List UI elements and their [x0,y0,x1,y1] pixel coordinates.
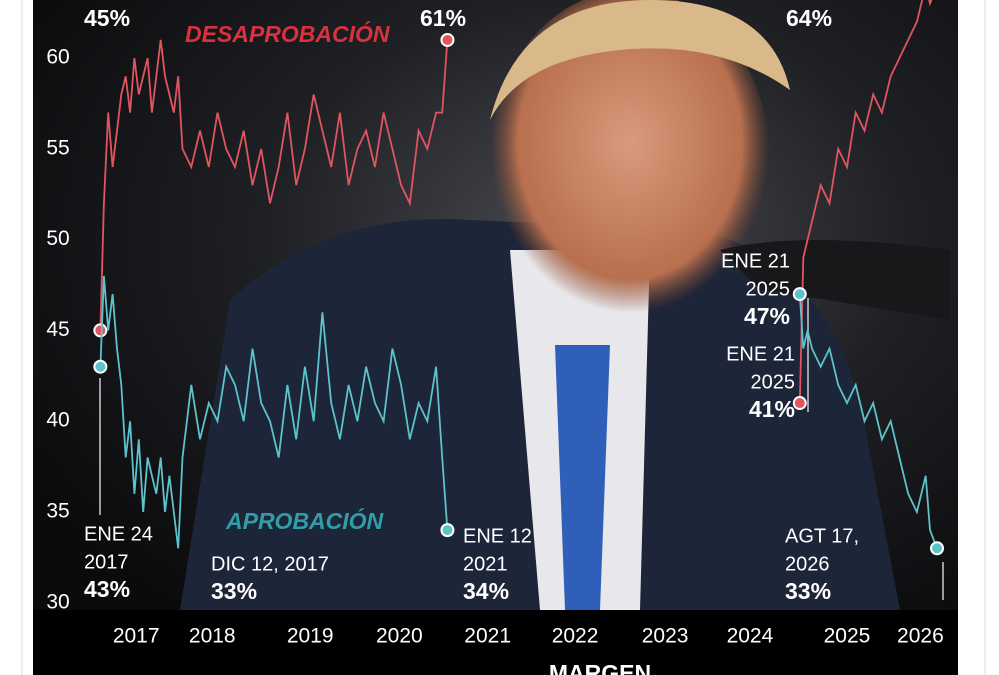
annotation-text: 2026 [785,553,830,575]
x-tick-label: 2026 [897,625,944,648]
x-tick-label: 2019 [287,625,334,648]
annotation-value: 47% [744,303,790,329]
end-dot [440,523,455,538]
x-tick-label: 2020 [376,625,423,648]
x-tick-label: 2017 [113,625,160,648]
y-tick-label: 50 [46,227,69,250]
end-dot [930,541,945,556]
annotation-value: 43% [84,576,130,602]
end-dot [792,287,807,302]
x-tick-label: 2023 [642,625,689,648]
series-label: DESAPROBACIÓN [185,20,390,47]
annotation-text: ENE 21 [721,250,790,272]
annotation-value: 64% [786,5,832,31]
end-dot [792,396,807,411]
x-tick-label: 2025 [824,625,871,648]
x-tick-label: 2021 [464,625,511,648]
y-tick-label: 35 [46,500,69,523]
annotation-text: 2017 [84,551,129,573]
y-tick-label: 45 [46,318,69,341]
annotation-text: AGT 17, [785,525,859,547]
annotation-text: ENE 12 [463,525,532,547]
annotation-value: 34% [463,578,509,604]
series-line [99,275,938,549]
photo [33,0,958,675]
annotation-value: 45% [84,5,130,31]
end-dot [93,323,108,338]
y-tick-label: 30 [46,590,69,613]
annotation-value: 61% [420,5,466,31]
series-line [99,0,933,404]
y-tick-label: 60 [46,46,69,69]
plot [93,0,945,556]
annotation-text: 2025 [746,278,791,300]
x-tick-label: 2024 [727,625,774,648]
y-tick-label: 40 [46,409,69,432]
footer: MARGEN [549,660,651,675]
annotation-value: 33% [785,578,831,604]
annotation-text: 2025 [751,371,796,393]
series-label: APROBACIÓN [225,507,384,534]
annotation-text: ENE 24 [84,523,153,545]
annotation-text: ENE 21 [726,343,795,365]
end-dot [93,359,108,374]
axis-band [33,610,958,675]
annotation-value: 41% [749,396,795,422]
y-tick-label: 55 [46,136,69,159]
annotation-text: 2021 [463,553,508,575]
annotation-value: 33% [211,578,257,604]
annotation-text: DIC 12, 2017 [211,553,329,575]
x-tick-label: 2018 [189,625,236,648]
x-tick-label: 2022 [552,625,599,648]
end-dot [440,32,455,47]
